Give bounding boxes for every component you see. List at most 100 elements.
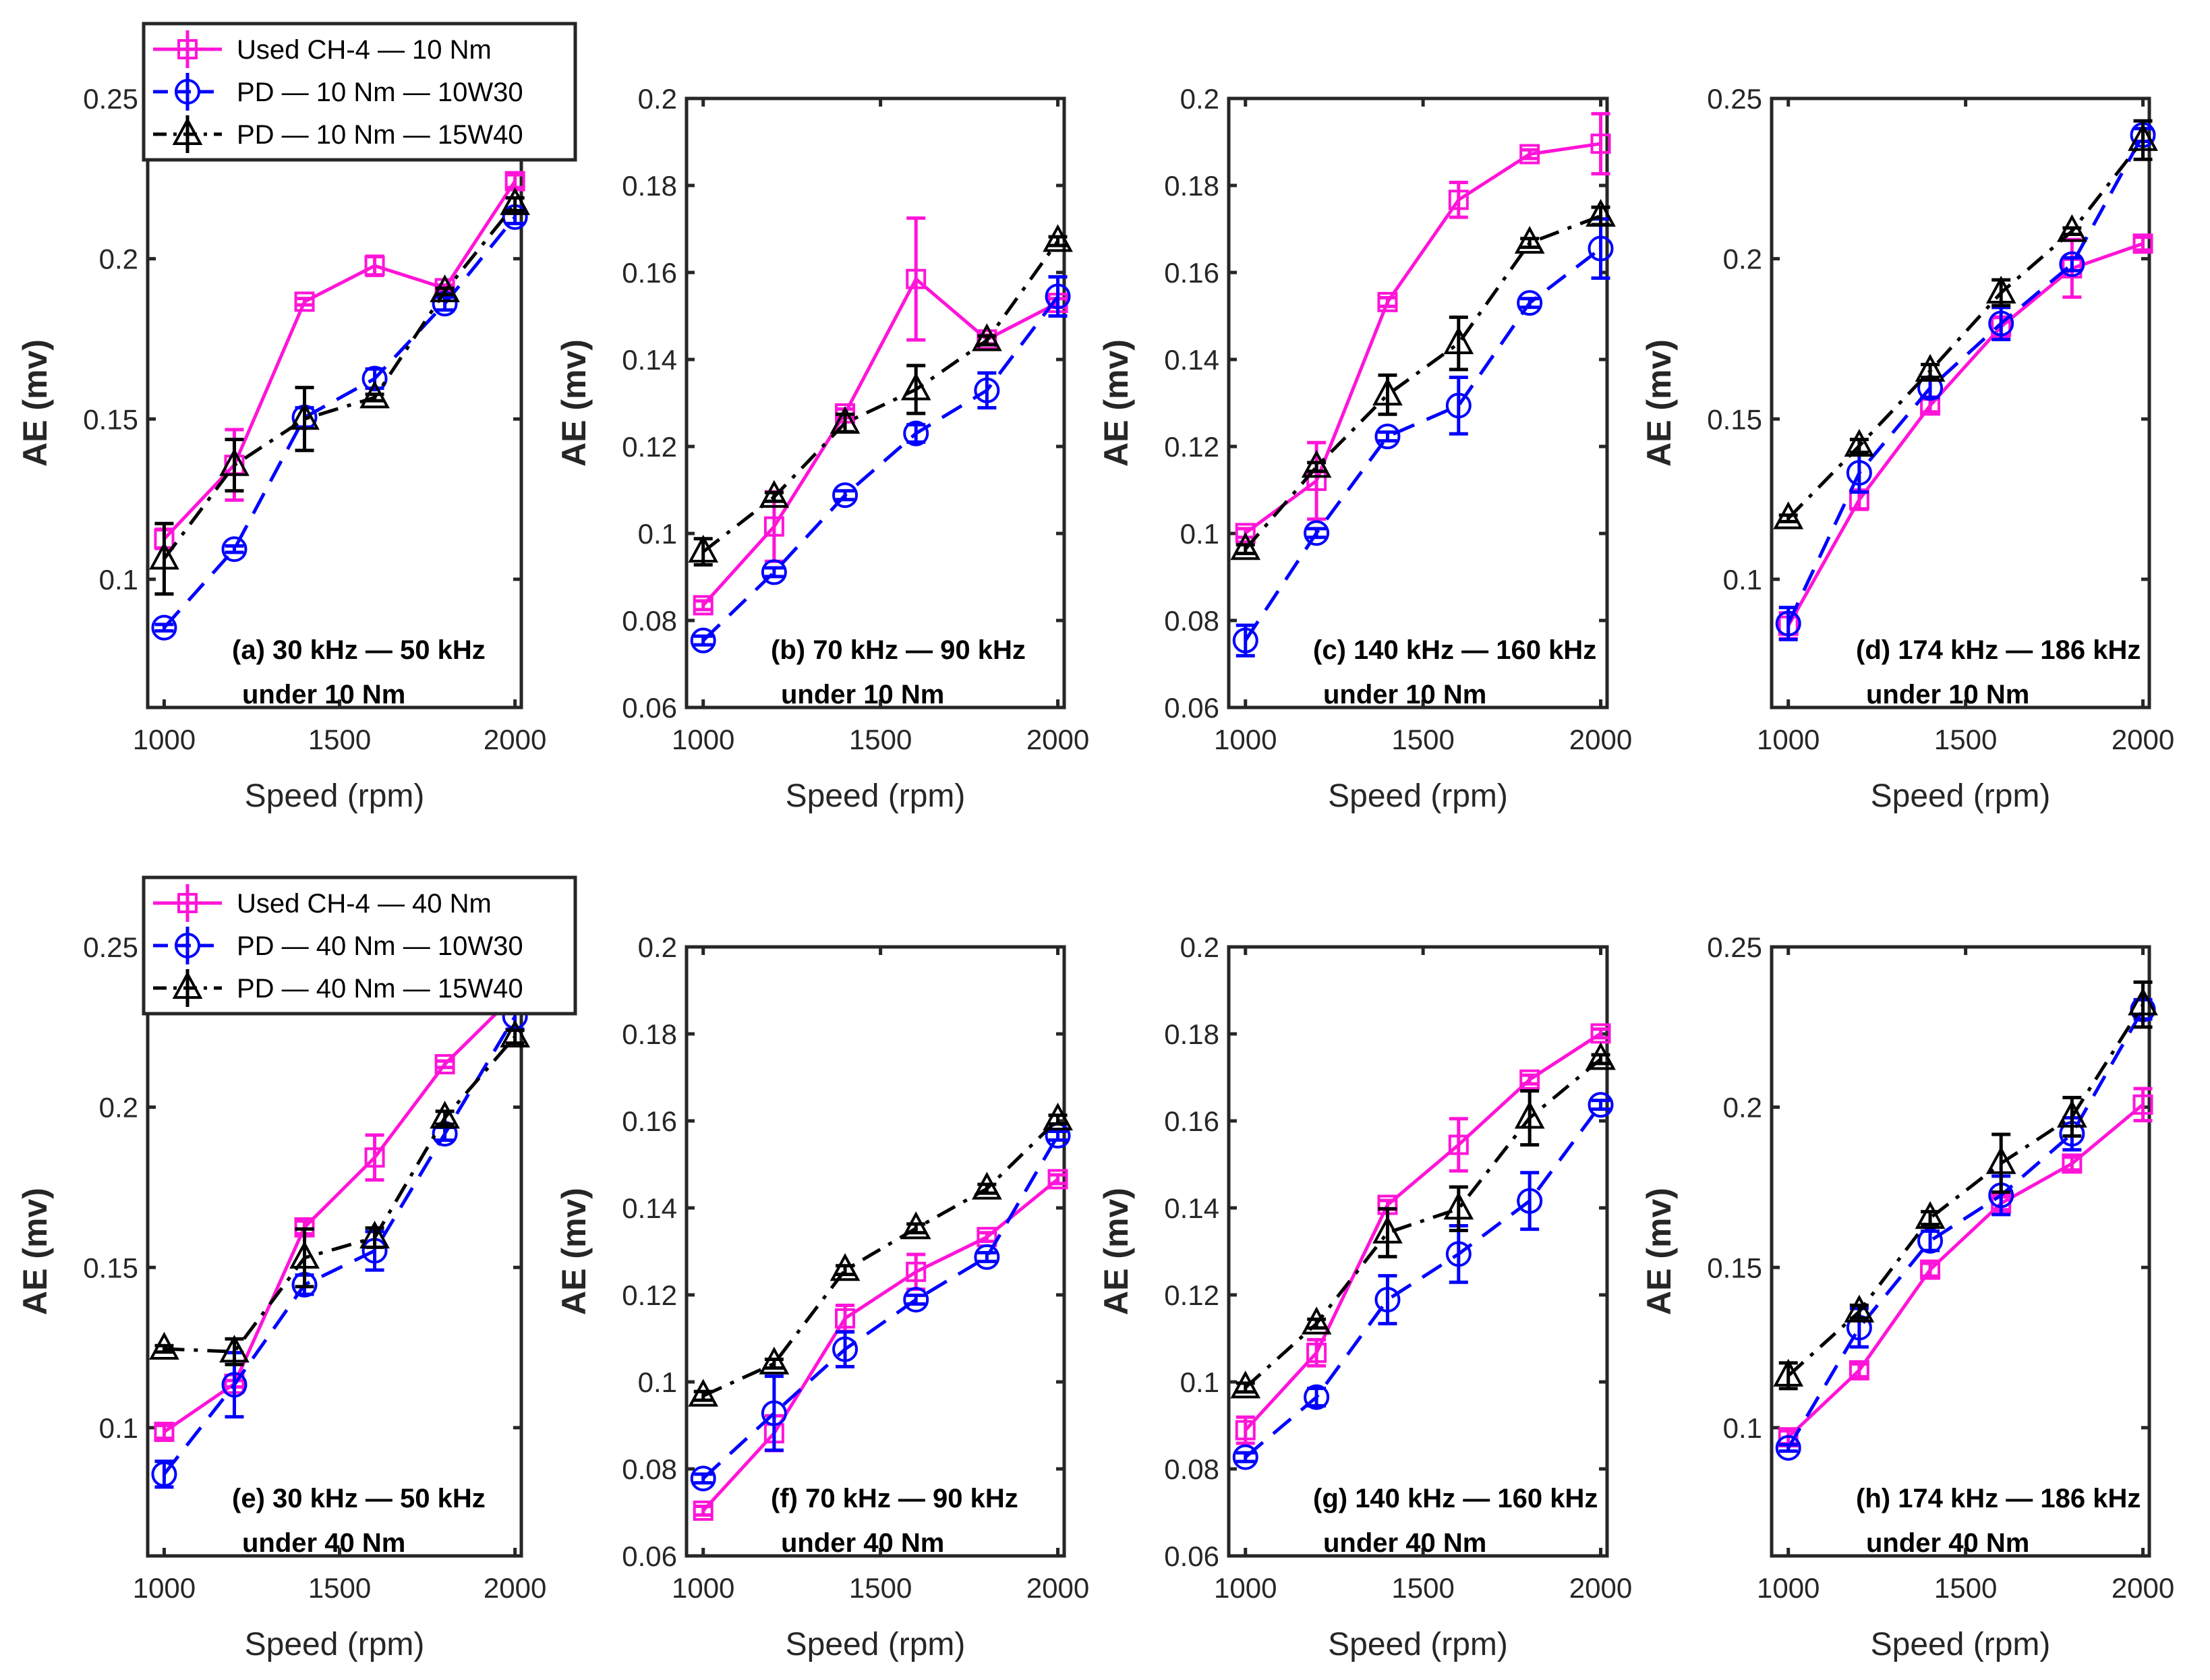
x-tick-label: 1000 bbox=[1214, 724, 1277, 755]
x-tick-label: 2000 bbox=[1026, 1572, 1089, 1604]
data-point bbox=[361, 366, 388, 392]
data-point bbox=[1985, 275, 2016, 304]
data-point bbox=[289, 402, 320, 430]
y-tick-label: 0.08 bbox=[1164, 605, 1219, 637]
data-point bbox=[1849, 1360, 1869, 1381]
panel-subtitle: under 10 Nm bbox=[781, 680, 944, 709]
data-point bbox=[151, 614, 177, 641]
series-pd-15w40 bbox=[688, 224, 1073, 567]
y-tick-label: 0.14 bbox=[1164, 1192, 1219, 1224]
data-point bbox=[1445, 393, 1472, 419]
data-point bbox=[1920, 1259, 1941, 1280]
y-tick-label: 0.25 bbox=[1707, 931, 1762, 963]
series-line bbox=[1244, 1032, 1602, 1432]
panel-f: 0.06 0.08 0.1 0.12 0.14 0.16 0.18 0.2 1000 1500 20… bbox=[555, 931, 1089, 1662]
x-tick-label: 2000 bbox=[1569, 724, 1632, 755]
panel-subtitle: under 10 Nm bbox=[1323, 680, 1486, 709]
legend: Used CH-4 — 10 Nm PD — 10 Nm — 10W30 PD — … bbox=[142, 22, 577, 162]
series-line bbox=[1244, 142, 1601, 535]
y-tick-label: 0.08 bbox=[1164, 1453, 1219, 1485]
x-tick-label: 1500 bbox=[849, 724, 912, 755]
y-tick-label: 0.14 bbox=[1164, 344, 1219, 376]
axes-box bbox=[685, 96, 1066, 709]
y-tick-label: 0.2 bbox=[1180, 83, 1219, 115]
data-point bbox=[1445, 1241, 1472, 1267]
y-tick-label: 0.16 bbox=[622, 257, 677, 289]
x-tick-label: 2000 bbox=[1569, 1572, 1632, 1604]
series-line bbox=[164, 1035, 517, 1354]
y-tick-label: 0.15 bbox=[83, 403, 138, 435]
data-point bbox=[1773, 1358, 1804, 1387]
legend-box bbox=[142, 875, 577, 1016]
y-axis-label: AE (mv) bbox=[555, 1188, 593, 1315]
legend-entry: PD — 10 Nm — 10W30 bbox=[237, 78, 523, 107]
data-point bbox=[1588, 235, 1614, 262]
x-tick-label: 1500 bbox=[308, 1572, 371, 1604]
y-axis-label: AE (mv) bbox=[555, 339, 593, 467]
data-point bbox=[688, 534, 719, 563]
data-point bbox=[835, 1308, 856, 1329]
x-tick-label: 1000 bbox=[1757, 724, 1820, 755]
x-tick-label: 1000 bbox=[1757, 1572, 1820, 1604]
data-point bbox=[1844, 1294, 1875, 1323]
data-point bbox=[500, 1019, 530, 1048]
axes-box bbox=[1770, 945, 2151, 1558]
y-tick-label: 0.12 bbox=[622, 1279, 677, 1311]
x-tick-label: 1500 bbox=[308, 724, 371, 755]
data-point bbox=[359, 380, 390, 409]
x-tick-label: 2000 bbox=[1026, 724, 1089, 755]
y-tick-label: 0.18 bbox=[622, 170, 677, 202]
series-pd-15w40 bbox=[1773, 980, 2158, 1391]
x-axis-label: Speed (rpm) bbox=[1328, 778, 1508, 814]
x-tick-label: 1500 bbox=[849, 1572, 912, 1604]
data-point bbox=[294, 291, 315, 312]
x-tick-label: 1000 bbox=[672, 1572, 734, 1604]
y-tick-label: 0.2 bbox=[638, 83, 677, 115]
series-pd-10w30 bbox=[690, 1122, 1071, 1492]
axes-box bbox=[1770, 96, 2151, 709]
data-point bbox=[761, 1400, 787, 1426]
series-line bbox=[702, 1134, 1059, 1480]
y-tick-label: 0.2 bbox=[1180, 931, 1219, 963]
y-tick-label: 0.1 bbox=[1723, 564, 1762, 596]
data-point bbox=[688, 1379, 719, 1407]
data-point bbox=[2062, 1153, 2083, 1174]
data-point bbox=[1514, 1101, 1545, 1129]
y-tick-label: 0.1 bbox=[1723, 1412, 1762, 1444]
data-point bbox=[2057, 214, 2087, 242]
panel-annotation: (f) 70 kHz — 90 kHz bbox=[771, 1484, 1018, 1513]
data-point bbox=[972, 1171, 1002, 1200]
data-point bbox=[832, 482, 859, 509]
data-point bbox=[500, 187, 530, 215]
data-point bbox=[1374, 1287, 1401, 1313]
series-line bbox=[1244, 214, 1602, 550]
series-line bbox=[163, 993, 517, 1434]
y-tick-label: 0.1 bbox=[638, 518, 677, 550]
data-point bbox=[1915, 353, 1946, 382]
y-tick-label: 0.1 bbox=[99, 1412, 138, 1444]
data-point bbox=[1586, 198, 1616, 227]
y-tick-label: 0.1 bbox=[99, 564, 138, 596]
data-point bbox=[1306, 1342, 1327, 1363]
series-pd-15w40 bbox=[688, 1102, 1073, 1407]
data-point bbox=[972, 323, 1002, 351]
series-line bbox=[701, 295, 1059, 642]
panel-subtitle: under 40 Nm bbox=[1866, 1528, 2029, 1558]
panel-annotation: (h) 174 kHz — 186 kHz bbox=[1856, 1484, 2141, 1513]
data-point bbox=[1235, 523, 1256, 544]
y-tick-label: 0.1 bbox=[1180, 518, 1219, 550]
data-point bbox=[2057, 1099, 2087, 1128]
axes-box bbox=[1227, 96, 1609, 709]
series-line bbox=[163, 180, 517, 540]
y-axis-label: AE (mv) bbox=[1640, 339, 1678, 467]
data-point bbox=[1988, 310, 2014, 337]
y-tick-label: 0.12 bbox=[1164, 431, 1219, 463]
data-point bbox=[149, 542, 179, 570]
y-axis-label: AE (mv) bbox=[1097, 1188, 1135, 1315]
data-point bbox=[1514, 225, 1545, 254]
panel-subtitle: under 10 Nm bbox=[242, 680, 405, 709]
data-point bbox=[2132, 1094, 2153, 1115]
data-point bbox=[1304, 520, 1330, 546]
series-pd-15w40 bbox=[1773, 119, 2158, 529]
data-point bbox=[221, 536, 248, 562]
